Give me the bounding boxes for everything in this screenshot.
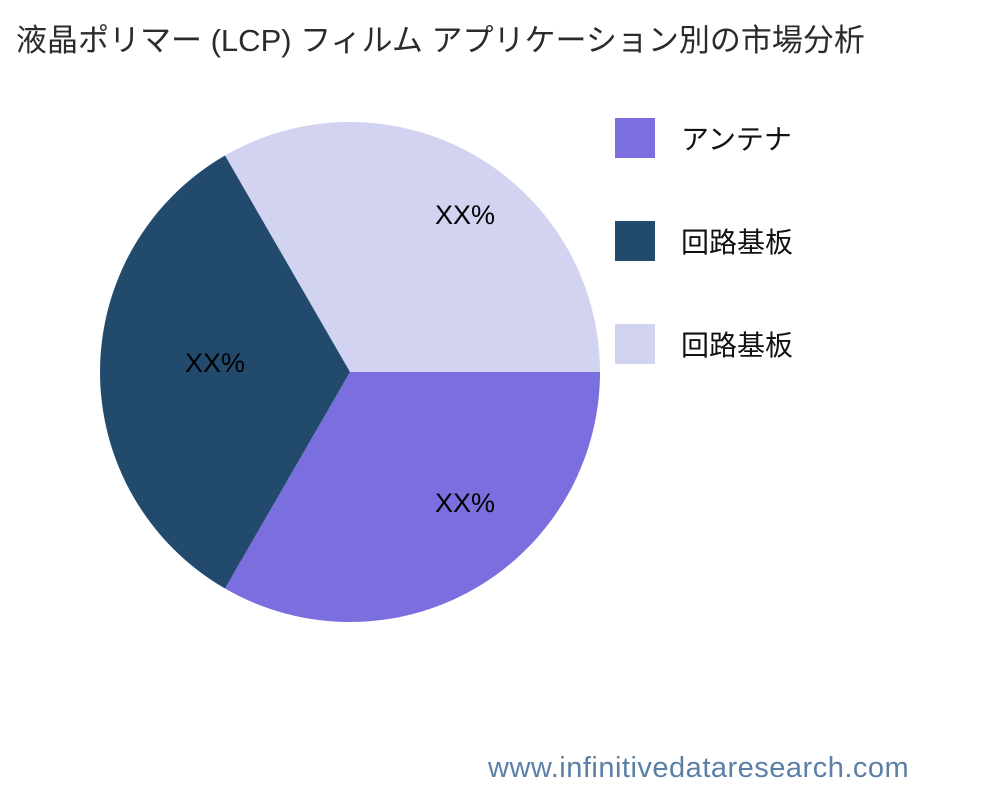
page-title: 液晶ポリマー (LCP) フィルム アプリケーション別の市場分析	[16, 23, 865, 58]
legend: アンテナ 回路基板 回路基板	[615, 118, 793, 427]
pie-slice-circuit-board-light	[225, 122, 600, 372]
pie-chart: XX% XX% XX%	[90, 112, 610, 632]
slice-value-label-antenna: XX%	[435, 488, 495, 518]
slice-value-label-dark: XX%	[185, 348, 245, 378]
legend-item-circuit-board-dark: 回路基板	[615, 221, 793, 261]
slice-value-label-light: XX%	[435, 200, 495, 230]
footer-website-link[interactable]: www.infinitivedataresearch.com	[488, 752, 910, 784]
pie-slice-antenna	[225, 372, 600, 622]
legend-swatch-circuit-board-dark	[615, 221, 655, 261]
legend-item-antenna: アンテナ	[615, 118, 793, 158]
legend-item-circuit-board-light: 回路基板	[615, 324, 793, 364]
legend-label-circuit-board-light: 回路基板	[681, 330, 794, 361]
legend-swatch-antenna	[615, 118, 655, 158]
legend-swatch-circuit-board-light	[615, 324, 655, 364]
legend-label-antenna: アンテナ	[681, 124, 792, 155]
legend-label-circuit-board-dark: 回路基板	[681, 227, 794, 258]
pie-slice-circuit-board-dark	[100, 155, 350, 589]
